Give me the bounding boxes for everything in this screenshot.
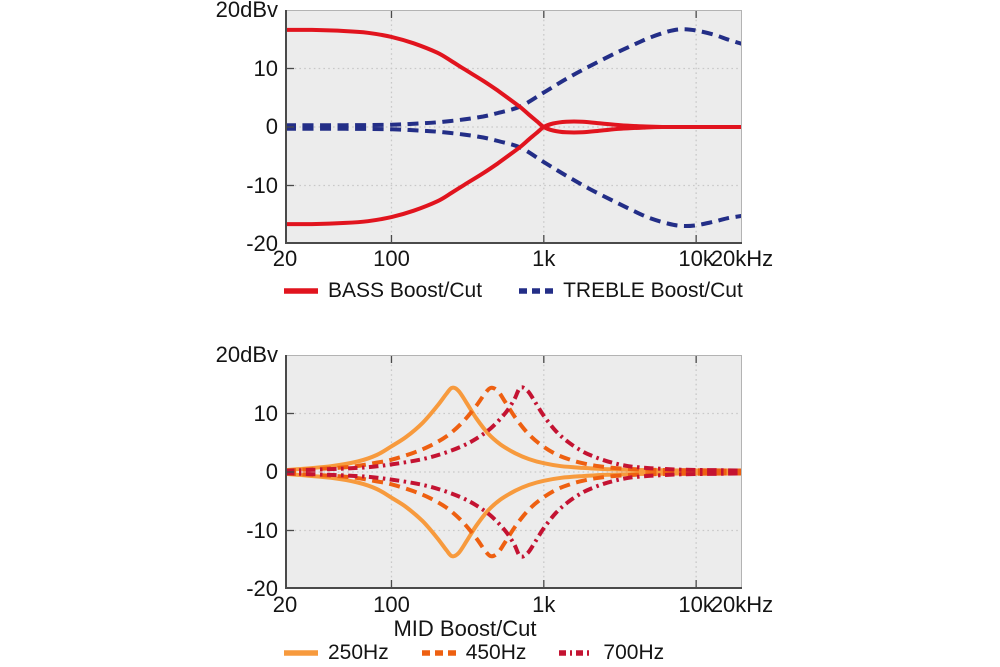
legend-label: 250Hz bbox=[328, 641, 389, 664]
x-tick-label: 10k bbox=[678, 592, 714, 617]
series-curve-bass-boost bbox=[285, 27, 742, 135]
x-tick-label: 100 bbox=[373, 246, 410, 271]
y-tick-label: -10 bbox=[246, 172, 278, 198]
mid-x-axis-title: MID Boost/Cut bbox=[393, 616, 537, 641]
legend-item: 250Hz bbox=[283, 641, 389, 665]
y-tick-label: 10 bbox=[253, 400, 278, 426]
series-curve-700hz-cut bbox=[285, 471, 742, 559]
legend-label: BASS Boost/Cut bbox=[328, 279, 483, 302]
legend-swatch-icon bbox=[421, 650, 456, 656]
x-tick-label: 10k bbox=[678, 246, 714, 271]
x-tick-label: 100 bbox=[373, 592, 410, 617]
series-curve-treble-boost bbox=[285, 27, 742, 128]
legend-item: TREBLE Boost/Cut bbox=[518, 279, 743, 303]
series-group bbox=[285, 27, 742, 229]
y-tick-label: -10 bbox=[246, 517, 278, 543]
legend-label: 450Hz bbox=[465, 641, 527, 664]
y-tick-label: 20dBv bbox=[215, 0, 278, 22]
x-tick-label: 20kHz bbox=[710, 592, 774, 617]
mid-plot-area bbox=[285, 355, 742, 589]
x-tick-label: 20 bbox=[272, 246, 298, 271]
y-tick-label: -20 bbox=[246, 231, 278, 256]
bass-treble-plot-area bbox=[285, 10, 742, 244]
series-curve-treble-cut bbox=[285, 126, 742, 229]
y-tick-label: -20 bbox=[246, 576, 278, 601]
mid-legend: 250Hz 450Hz 700Hz bbox=[283, 641, 664, 665]
y-tick-label: 10 bbox=[253, 55, 278, 81]
legend-swatch-icon bbox=[284, 288, 318, 294]
legend-swatch-icon bbox=[519, 288, 554, 294]
legend-label: 700Hz bbox=[603, 641, 665, 664]
y-tick-label: 0 bbox=[265, 459, 278, 484]
series-group bbox=[285, 385, 742, 559]
legend-swatch-icon bbox=[559, 650, 594, 656]
x-tick-label: 1k bbox=[532, 246, 556, 271]
x-tick-label: 20 bbox=[272, 592, 298, 617]
legend-item: 450Hz bbox=[421, 641, 527, 665]
legend-swatch-icon bbox=[284, 650, 318, 656]
series-curve-450hz-boost bbox=[285, 385, 742, 473]
series-curve-700hz-boost bbox=[285, 385, 742, 473]
legend-item: 700Hz bbox=[558, 641, 664, 665]
y-tick-label: 20dBv bbox=[215, 342, 278, 367]
bass-treble-legend: BASS Boost/Cut TREBLE Boost/Cut bbox=[283, 279, 743, 303]
series-curve-bass-cut bbox=[285, 119, 742, 227]
series-curve-450hz-cut bbox=[285, 471, 742, 559]
y-tick-label: 0 bbox=[265, 114, 278, 139]
x-tick-label: 20kHz bbox=[710, 246, 774, 271]
x-tick-label: 1k bbox=[532, 592, 556, 617]
legend-item: BASS Boost/Cut bbox=[283, 279, 482, 303]
legend-label: TREBLE Boost/Cut bbox=[563, 279, 743, 302]
